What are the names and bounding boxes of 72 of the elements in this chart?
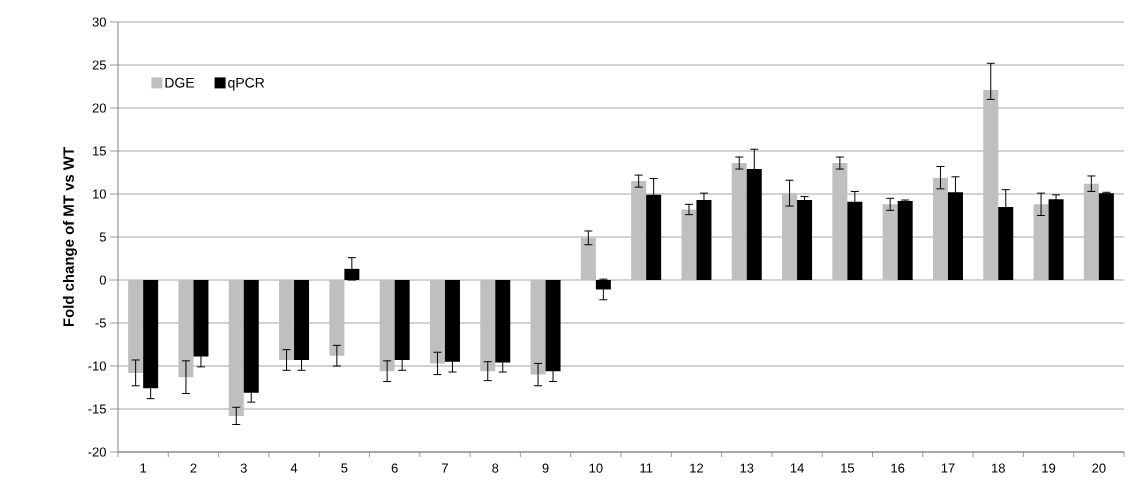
x-tick-label: 13	[740, 463, 754, 473]
bar	[998, 206, 1014, 280]
x-tick-label: 1	[140, 463, 147, 473]
x-tick-label: 9	[542, 463, 549, 473]
y-tick-label: 10	[93, 189, 106, 199]
bar	[429, 280, 445, 364]
bar	[746, 169, 762, 280]
bar	[444, 280, 460, 362]
x-tick-label: 12	[690, 463, 703, 473]
bar	[932, 177, 948, 280]
bar	[329, 280, 345, 356]
bar	[243, 280, 259, 393]
bar	[178, 280, 194, 378]
y-tick-label: 20	[92, 103, 106, 113]
bar	[983, 89, 999, 280]
bar	[1098, 193, 1114, 280]
bar	[631, 181, 647, 280]
bar	[379, 280, 395, 372]
y-tick-label: -15	[88, 404, 106, 414]
x-tick-label: 20	[1092, 463, 1106, 473]
x-tick-label: 6	[391, 463, 398, 473]
bar	[897, 200, 913, 280]
bar	[1083, 183, 1099, 280]
legend-label: DGE	[165, 77, 194, 88]
bar	[1033, 204, 1049, 280]
x-tick-label: 8	[492, 463, 499, 473]
bar	[696, 200, 712, 280]
bar	[495, 280, 511, 363]
y-tick-label: 0	[99, 275, 106, 285]
x-tick-label: 2	[190, 463, 197, 473]
bar	[832, 163, 848, 280]
bar	[797, 200, 813, 280]
x-tick-label: 18	[992, 463, 1005, 473]
bar	[731, 163, 747, 280]
bar	[882, 204, 898, 280]
x-tick-label: 19	[1042, 463, 1056, 473]
bar	[530, 280, 546, 375]
x-tick-label: 17	[941, 463, 955, 473]
bar	[782, 193, 798, 280]
bar	[193, 280, 209, 357]
legend-label: qPCR	[228, 77, 265, 91]
x-tick-label: 5	[341, 463, 348, 473]
y-tick-label: -20	[88, 447, 106, 457]
bar	[847, 201, 863, 280]
y-tick-label: -5	[95, 318, 106, 328]
x-tick-label: 10	[589, 463, 603, 473]
y-axis-title: Fold change of MT vs WT	[62, 147, 77, 327]
bar	[143, 280, 159, 389]
bar	[394, 280, 410, 360]
bar	[681, 209, 697, 280]
bar	[545, 280, 561, 372]
bar	[228, 280, 244, 416]
y-tick-label: 5	[99, 232, 106, 242]
x-tick-label: 14	[790, 463, 804, 473]
bar	[580, 237, 596, 280]
x-tick-label: 3	[240, 463, 247, 473]
y-tick-label: 25	[92, 60, 106, 70]
y-tick-label: 30	[92, 17, 106, 27]
y-tick-label: 15	[93, 146, 106, 156]
bar	[279, 280, 295, 360]
y-tick-label: -10	[88, 361, 106, 371]
bar	[947, 192, 963, 280]
x-tick-label: 7	[442, 463, 448, 473]
bar	[128, 280, 144, 373]
x-tick-label: 15	[841, 463, 855, 473]
bar	[1048, 199, 1064, 280]
x-tick-label: 11	[640, 463, 653, 473]
bar	[294, 280, 310, 360]
x-tick-label: 4	[290, 463, 298, 473]
bar	[480, 280, 496, 372]
bar	[646, 194, 662, 280]
x-tick-label: 16	[891, 463, 905, 473]
